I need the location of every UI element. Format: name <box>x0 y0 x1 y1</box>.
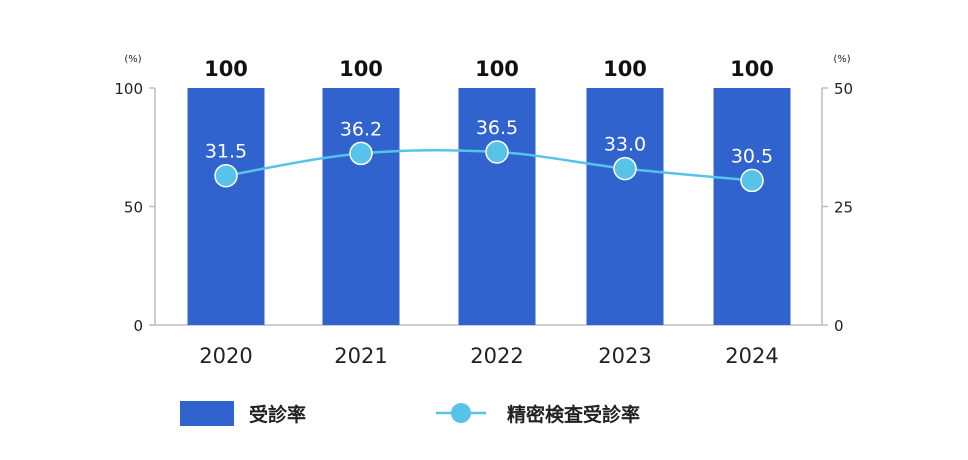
bar-series <box>187 88 791 325</box>
x-axis-tick-label: 2023 <box>598 344 651 368</box>
line-point <box>485 140 509 164</box>
legend: 受診率 精密検査受診率 <box>180 401 640 426</box>
right-axis-tick-label: 50 <box>834 80 853 98</box>
right-axis-unit: (%) <box>833 54 850 65</box>
bar-value-labels: 100 100 100 100 100 <box>204 57 774 81</box>
line-value-label: 30.5 <box>731 145 773 167</box>
line-point <box>349 141 373 166</box>
left-axis-tick-label: 0 <box>133 317 143 335</box>
bar <box>458 88 536 325</box>
x-axis-tick-labels: 2020 2021 2022 2023 2024 <box>199 344 778 368</box>
bar <box>586 88 664 325</box>
legend-bar-label: 受診率 <box>249 403 306 426</box>
line-value-label: 36.2 <box>340 118 382 140</box>
line-value-label: 36.5 <box>476 117 518 139</box>
x-axis-tick-label: 2024 <box>725 344 778 368</box>
bar-value-label: 100 <box>730 57 774 81</box>
line-point <box>214 163 238 188</box>
legend-line-label: 精密検査受診率 <box>507 403 640 426</box>
line-point <box>740 168 764 193</box>
legend-line-marker <box>451 403 471 423</box>
left-axis-ticks: 0 50 100 <box>114 80 155 335</box>
bar-value-label: 100 <box>339 57 383 81</box>
right-axis-ticks: 0 25 50 <box>822 80 853 335</box>
left-axis-tick-label: 100 <box>114 80 143 98</box>
left-axis-tick-label: 50 <box>124 199 143 217</box>
bar <box>187 88 265 325</box>
line-value-label: 33.0 <box>604 134 646 156</box>
bar <box>713 88 791 325</box>
bar <box>322 88 400 325</box>
line-point <box>613 156 637 181</box>
x-axis-tick-label: 2020 <box>199 344 252 368</box>
right-axis-tick-label: 0 <box>834 317 844 335</box>
bar-value-label: 100 <box>603 57 647 81</box>
bar-value-label: 100 <box>204 57 248 81</box>
line-series: 31.5 36.2 36.5 33.0 30.5 <box>205 117 773 193</box>
bar-value-label: 100 <box>475 57 519 81</box>
legend-bar-swatch <box>180 401 234 426</box>
x-axis-tick-label: 2021 <box>334 344 387 368</box>
right-axis-tick-label: 25 <box>834 199 853 217</box>
left-axis-unit: (%) <box>124 54 141 65</box>
x-axis-tick-label: 2022 <box>470 344 523 368</box>
line-value-label: 31.5 <box>205 141 247 163</box>
